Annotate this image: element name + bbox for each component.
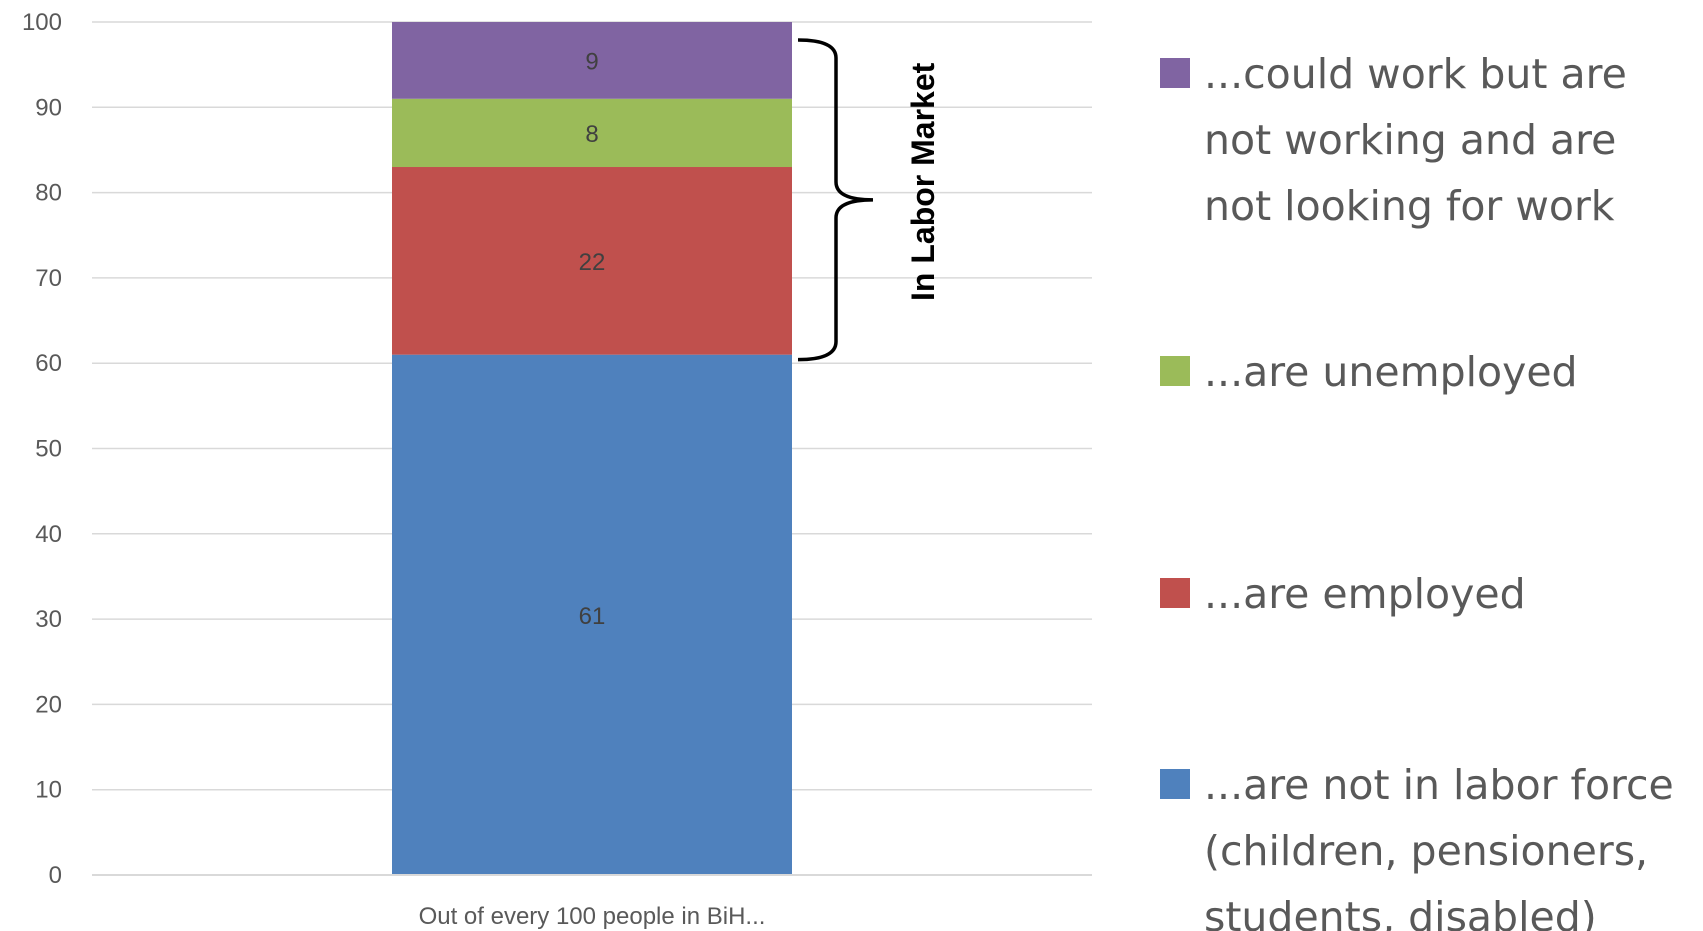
bar-segment (392, 354, 792, 875)
y-tick-label: 70 (35, 265, 62, 292)
data-labels: 61 22 8 9 (579, 48, 606, 629)
legend-label: ...could work but are (1204, 50, 1627, 98)
legend-swatch (1160, 58, 1190, 88)
x-axis-categories: Out of every 100 people in BiH... (419, 903, 766, 930)
y-tick-label: 80 (35, 180, 62, 207)
data-label: 61 (579, 603, 606, 630)
legend-label: ...are employed (1204, 570, 1526, 618)
legend-label: (children, pensioners, (1204, 827, 1648, 875)
legend-swatch (1160, 356, 1190, 386)
data-label: 8 (585, 121, 598, 148)
y-axis-ticks: 0 10 20 30 40 50 60 70 80 90 100 (22, 9, 62, 889)
legend-label: not working and are (1204, 116, 1616, 164)
y-tick-label: 90 (35, 94, 62, 121)
legend-label: ...are not in labor force (1204, 761, 1674, 809)
legend-swatch (1160, 578, 1190, 608)
bar-segment (392, 22, 792, 99)
legend-label: students, disabled) (1204, 893, 1597, 931)
x-category-label: Out of every 100 people in BiH... (419, 903, 766, 930)
data-label: 9 (585, 48, 598, 75)
legend: ...could work but are not working and are… (1160, 50, 1674, 931)
y-tick-label: 50 (35, 436, 62, 463)
data-label: 22 (579, 249, 606, 276)
y-tick-label: 20 (35, 691, 62, 718)
legend-item: ...are employed (1160, 570, 1526, 618)
bar-segment (392, 167, 792, 355)
y-tick-label: 60 (35, 350, 62, 377)
legend-item: ...could work but are not working and are… (1160, 50, 1627, 230)
y-tick-label: 100 (22, 9, 62, 36)
legend-label: ...are unemployed (1204, 348, 1578, 396)
y-tick-label: 10 (35, 777, 62, 804)
brace-shape (797, 38, 874, 362)
bar-stack (392, 22, 792, 875)
y-tick-label: 0 (49, 862, 62, 889)
legend-item: ...are unemployed (1160, 348, 1578, 396)
legend-swatch (1160, 769, 1190, 799)
labor-market-annotation: In Labor Market (797, 38, 941, 362)
y-tick-label: 30 (35, 606, 62, 633)
y-tick-label: 40 (35, 521, 62, 548)
annotation-label: In Labor Market (905, 62, 941, 301)
legend-label: not looking for work (1204, 182, 1615, 230)
legend-item: ...are not in labor force (children, pens… (1160, 761, 1674, 931)
bar-segment (392, 98, 792, 168)
